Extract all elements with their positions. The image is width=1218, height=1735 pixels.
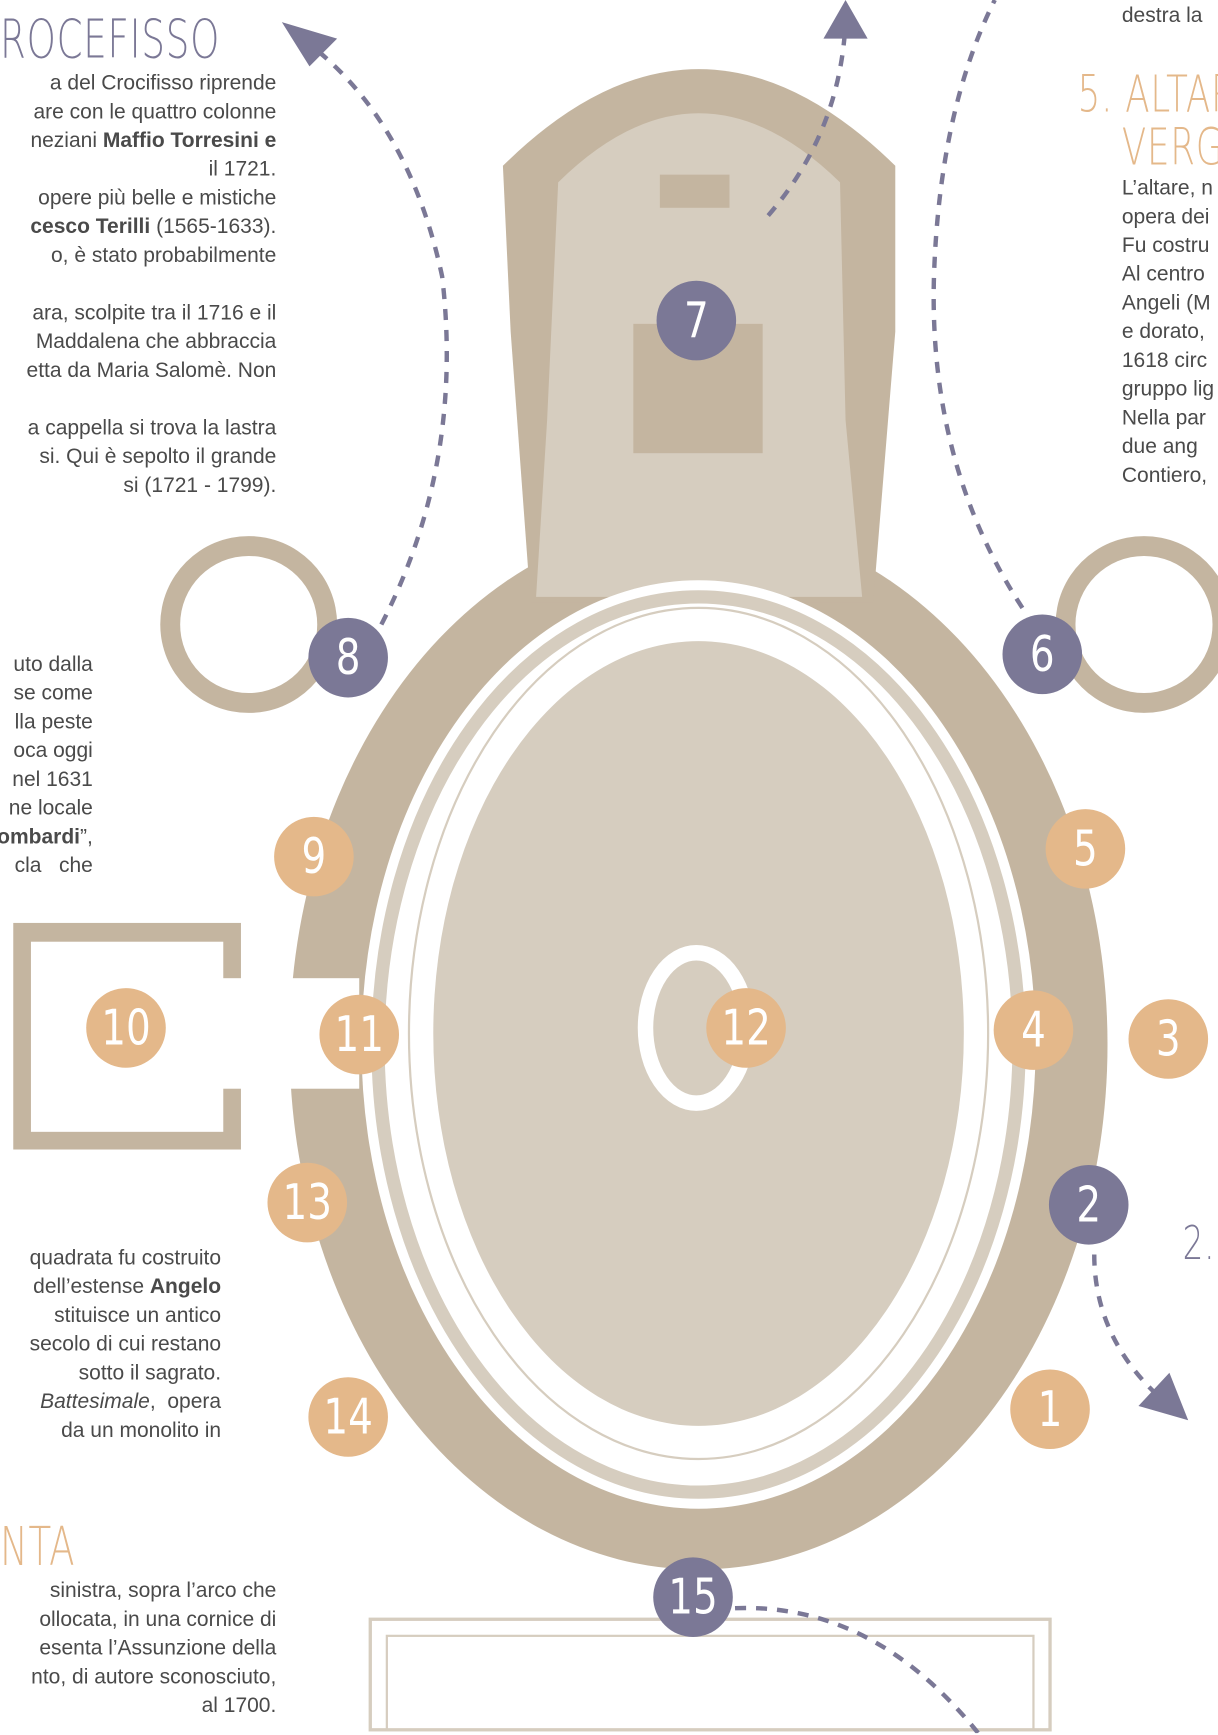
text-line: cesco Terilli (1565-1633).	[27, 213, 277, 242]
heading: 5. ALTAR	[1078, 64, 1218, 124]
text: dell’estense	[33, 1276, 150, 1299]
text-line: etta da Maria Salomè. Non	[27, 357, 277, 386]
marker-label: 13	[283, 1175, 332, 1231]
text-line: ara, scolpite tra il 1716 e il	[27, 300, 277, 329]
marker-label: 1	[1038, 1382, 1063, 1438]
text-line: opere più belle e mistiche	[27, 185, 277, 214]
text-line: il 1721.	[27, 156, 277, 185]
text-line: uto dalla	[0, 651, 93, 680]
text: , opera	[150, 1390, 221, 1413]
marker-label: 12	[721, 1000, 770, 1056]
text-line: sinistra, sopra l’arco che	[31, 1577, 276, 1606]
marker-label: 8	[336, 630, 361, 686]
marker-label: 11	[334, 1007, 383, 1063]
text-line: L’altare, n	[1122, 175, 1214, 204]
text-line: sotto il sagrato.	[30, 1360, 221, 1389]
marker-label: 4	[1021, 1003, 1046, 1059]
text-line: Battesimale, opera	[30, 1388, 221, 1417]
page: 123456789101112131415 ROCEFISSO 5. ALTAR…	[0, 0, 1218, 1733]
text-line: Angeli (M	[1122, 290, 1214, 319]
heading: NTA	[0, 1516, 75, 1578]
text-line: nel 1631	[0, 766, 93, 795]
text-line: Contiero,	[1122, 462, 1214, 491]
text-line: si (1721 - 1799).	[27, 472, 277, 501]
text-line: ombardi”,	[0, 823, 93, 852]
side-number: 2.	[1183, 1216, 1216, 1270]
marker-label: 10	[101, 1000, 150, 1056]
text-block: a del Crocifisso riprendeare con le quat…	[27, 70, 277, 530]
text-line: due ang	[1122, 433, 1214, 462]
text-block: uto dallase comella pesteoca ogginel 163…	[0, 651, 93, 910]
text-line: esenta l’Assunzione della	[31, 1635, 276, 1664]
heading: ROCEFISSO	[0, 9, 220, 71]
marker-label: 14	[323, 1389, 372, 1445]
italic-text: Battesimale	[40, 1390, 150, 1413]
text-line: stituisce un antico	[30, 1302, 221, 1331]
text-line: e dorato,	[1122, 318, 1214, 347]
text-line: da un monolito in	[30, 1417, 221, 1446]
text-line: 1618 circ	[1122, 347, 1214, 376]
text-line: Nella par	[1122, 405, 1214, 434]
marker-label: 5	[1073, 821, 1098, 877]
text-line: lla peste	[0, 708, 93, 737]
text-line: ollocata, in una cornice di	[31, 1606, 276, 1635]
text-line: al 1700.	[31, 1692, 276, 1721]
paragraph: ara, scolpite tra il 1716 e il Maddalena…	[27, 300, 277, 386]
text-line: se come	[0, 680, 93, 709]
text: ”,	[80, 826, 93, 849]
heading: VERG	[1122, 117, 1218, 177]
text: neziani	[30, 129, 102, 152]
bold-text: cesco Terilli	[30, 216, 150, 239]
text-line: a cappella si trova la lastra	[27, 414, 277, 443]
bold-text: ombardi	[0, 826, 80, 849]
text-line: a del Crocifisso riprende	[27, 70, 277, 99]
text-line: dell’estense Angelo	[30, 1273, 221, 1302]
text-line: are con le quattro colonne	[27, 98, 277, 127]
marker-label: 15	[668, 1570, 717, 1626]
text-line: nto, di autore sconosciuto,	[31, 1663, 276, 1692]
marker-label: 3	[1156, 1011, 1181, 1067]
text-line: oca oggi	[0, 737, 93, 766]
text-line: cla che	[0, 852, 93, 881]
text-line: secolo di cui restano	[30, 1331, 221, 1360]
text-line: neziani Maffio Torresini e	[27, 127, 277, 156]
bold-text: Angelo	[150, 1276, 221, 1299]
text-line: ne locale	[0, 795, 93, 824]
text-line: Al centro	[1122, 261, 1214, 290]
text-line: opera dei	[1122, 203, 1214, 232]
marker-label: 2	[1076, 1177, 1101, 1233]
text: (1565-1633).	[150, 216, 276, 239]
marker-label: 7	[684, 293, 709, 349]
text-line: Fu costru	[1122, 232, 1214, 261]
bold-text: Maffio Torresini e	[103, 129, 276, 152]
text-fragment: destra la	[1122, 2, 1203, 31]
text-line: Maddalena che abbraccia	[27, 328, 277, 357]
text-line: gruppo lig	[1122, 376, 1214, 405]
text-line: quadrata fu costruito	[30, 1245, 221, 1274]
text-line: o, è stato probabilmente	[27, 242, 277, 271]
marker-label: 6	[1030, 627, 1055, 683]
marker-label: 9	[302, 829, 327, 885]
text-line: si. Qui è sepolto il grande	[27, 443, 277, 472]
